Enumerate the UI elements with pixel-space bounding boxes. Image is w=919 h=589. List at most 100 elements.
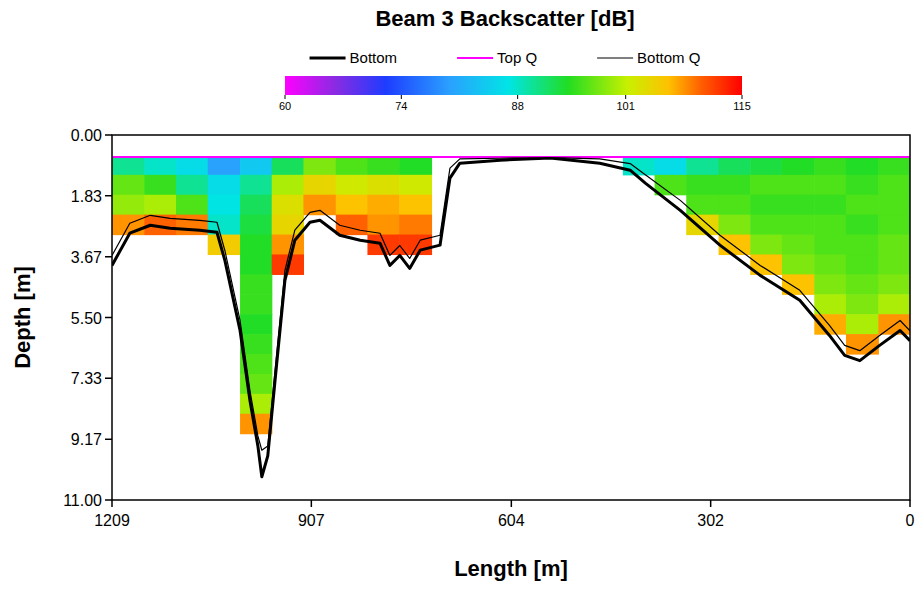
heatmap-cell <box>176 157 208 176</box>
heatmap-cell <box>878 157 910 176</box>
heatmap-cell <box>878 235 910 256</box>
heatmap-cell <box>846 195 879 216</box>
y-tick-label: 9.17 <box>71 431 102 448</box>
heatmap-cell <box>399 215 432 236</box>
plot-frame <box>112 135 910 500</box>
heatmap-cell <box>686 175 719 196</box>
heatmap-cell <box>399 175 432 196</box>
heatmap-cell <box>240 314 272 335</box>
heatmap-cell <box>208 235 241 256</box>
heatmap-cell <box>719 195 751 216</box>
heatmap-cell <box>686 157 719 176</box>
heatmap-cell <box>814 294 846 315</box>
colorbar-tick <box>517 95 518 99</box>
heatmap-cell <box>240 274 272 295</box>
y-tick <box>105 499 112 501</box>
heatmap-cell <box>686 215 719 236</box>
heatmap-cell <box>144 157 176 176</box>
x-tick <box>311 500 313 507</box>
heatmap-cell <box>782 235 815 256</box>
plot-background <box>112 135 910 500</box>
heatmap-cell <box>240 175 272 196</box>
heatmap-cell <box>272 195 304 216</box>
heatmap-cell <box>846 215 879 236</box>
heatmap-cell <box>878 254 910 275</box>
heatmap-cell <box>750 215 782 236</box>
x-tick <box>710 500 712 507</box>
heatmap-cell <box>144 195 176 216</box>
legend-swatch <box>597 57 633 58</box>
y-axis-title: Depth [m] <box>10 266 35 369</box>
heatmap-cell <box>846 254 879 275</box>
legend: Bottom Top Q Bottom Q <box>310 49 701 66</box>
heatmap-cell <box>208 157 241 176</box>
y-tick-label: 5.50 <box>71 310 102 327</box>
heatmap-cell <box>878 274 910 295</box>
heatmap-cell <box>750 157 782 176</box>
heatmap-cell <box>336 157 368 176</box>
heatmap-cell <box>782 195 815 216</box>
heatmap-cell <box>240 374 272 395</box>
legend-swatch <box>457 57 493 59</box>
colorbar-tick <box>742 95 743 99</box>
heatmap-cell <box>814 254 846 275</box>
colorbar-tick-label: 88 <box>512 100 524 112</box>
y-tick <box>105 134 112 136</box>
heatmap-cell <box>144 175 176 196</box>
heatmap-cell <box>782 175 815 196</box>
title: Beam 3 Backscatter [dB] <box>375 6 634 31</box>
y-tick <box>105 256 112 258</box>
heatmap-cell <box>686 195 719 216</box>
heatmap-cell <box>782 157 815 176</box>
colorbar-tick <box>625 95 626 99</box>
y-tick <box>105 377 112 379</box>
heatmap-cell <box>112 157 145 176</box>
heatmap-cell <box>336 195 368 216</box>
colorbar-tick-label: 101 <box>616 100 634 112</box>
legend-label: Top Q <box>497 49 537 66</box>
colorbar: 607488101115 <box>279 76 751 112</box>
heatmap-cell <box>112 175 145 196</box>
heatmap-cell <box>208 195 241 216</box>
y-tick <box>105 439 112 441</box>
heatmap-cell <box>655 157 687 176</box>
heatmap-cell <box>846 157 879 176</box>
heatmap-cell <box>240 394 272 415</box>
heatmap-cell <box>399 195 432 216</box>
heatmap-cell <box>272 235 304 256</box>
heatmap-cell <box>846 175 879 196</box>
heatmap-cell <box>367 175 399 196</box>
legend-label: Bottom <box>350 49 398 66</box>
heatmap-cell <box>208 175 241 196</box>
heatmap-cell <box>814 215 846 236</box>
heatmap-cell <box>272 175 304 196</box>
x-tick <box>511 500 513 507</box>
heatmap-cell <box>240 215 272 236</box>
heatmap-cell <box>336 175 368 196</box>
heatmap-cell <box>303 157 336 176</box>
heatmap-cell <box>719 175 751 196</box>
heatmap-cell <box>240 294 272 315</box>
heatmap-cell <box>846 235 879 256</box>
heatmap-cell <box>399 157 432 176</box>
colorbar-tick <box>285 95 286 99</box>
heatmap-cell <box>878 294 910 315</box>
heatmap-cell <box>846 294 879 315</box>
x-tick-label: 604 <box>498 512 525 529</box>
heatmap-cell <box>240 254 272 275</box>
heatmap-cell <box>814 274 846 295</box>
y-tick <box>105 195 112 197</box>
legend-label: Bottom Q <box>637 49 700 66</box>
heatmap-cell <box>814 195 846 216</box>
y-tick <box>105 317 112 319</box>
plot-area <box>112 157 910 477</box>
heatmap-cell <box>240 235 272 256</box>
heatmap-cell <box>367 195 399 216</box>
heatmap-cell <box>367 157 399 176</box>
heatmap-cell <box>814 235 846 256</box>
series-line <box>112 158 910 451</box>
heatmap-cell <box>782 254 815 275</box>
heatmap-cell <box>719 157 751 176</box>
heatmap-cell <box>240 157 272 176</box>
heatmap-cell <box>240 195 272 216</box>
